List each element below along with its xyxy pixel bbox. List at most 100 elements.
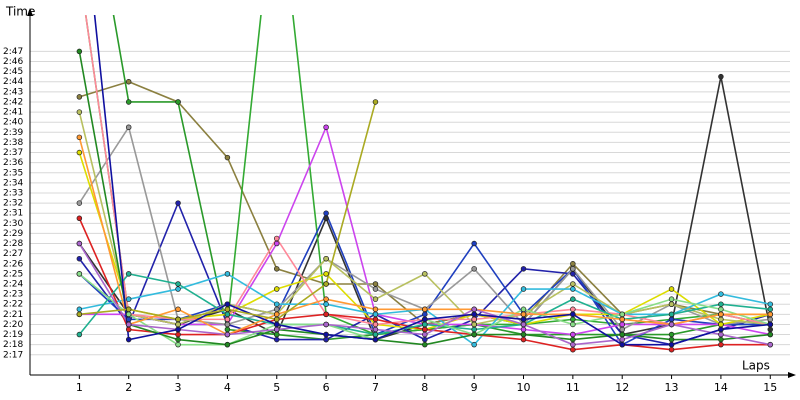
point <box>274 266 280 272</box>
x-tick-label: 3 <box>175 381 182 394</box>
point <box>323 321 329 328</box>
point <box>718 291 724 297</box>
point <box>520 266 527 272</box>
x-tick-label: 1 <box>76 381 83 394</box>
point <box>570 336 576 343</box>
point <box>471 306 477 313</box>
x-tick-label: 2 <box>125 381 132 394</box>
y-tick-label: 2:24 <box>3 279 23 289</box>
point <box>422 331 428 338</box>
y-tick-label: 2:17 <box>3 350 23 360</box>
y-tick-label: 2:25 <box>3 269 23 279</box>
y-tick-label: 2:38 <box>3 138 23 148</box>
point <box>125 296 132 302</box>
point <box>76 255 83 262</box>
x-tick-label: 7 <box>372 381 379 394</box>
point <box>372 326 379 333</box>
y-tick-label: 2:46 <box>3 57 23 67</box>
point <box>422 316 428 323</box>
y-tick-label: 2:34 <box>3 178 23 188</box>
point <box>767 306 774 313</box>
point <box>372 286 379 292</box>
y-tick-label: 2:37 <box>3 148 23 158</box>
point <box>422 321 428 328</box>
x-tick-label: 8 <box>421 381 428 394</box>
point <box>76 271 83 277</box>
point <box>570 281 576 287</box>
y-tick-label: 2:23 <box>3 290 23 300</box>
y-tick-label: 2:41 <box>3 108 23 118</box>
point <box>767 301 774 307</box>
point <box>422 311 428 318</box>
series-line <box>78 111 771 326</box>
point <box>372 316 379 323</box>
point <box>372 281 379 287</box>
point <box>175 331 181 338</box>
point <box>274 316 280 323</box>
y-tick-label: 2:45 <box>3 67 23 77</box>
point <box>274 235 280 242</box>
point <box>668 296 675 302</box>
point <box>570 341 576 348</box>
point <box>323 296 329 302</box>
point <box>668 286 675 292</box>
point <box>767 321 774 328</box>
point <box>570 306 576 313</box>
point <box>520 336 527 343</box>
point <box>718 73 724 80</box>
point <box>224 311 231 318</box>
x-tick-label: 4 <box>224 381 231 394</box>
series-line <box>79 124 771 336</box>
point <box>274 321 280 328</box>
point <box>668 346 675 353</box>
point <box>372 311 379 318</box>
point <box>668 301 675 307</box>
point <box>323 301 329 307</box>
point <box>125 316 132 323</box>
point <box>323 281 329 287</box>
point <box>520 286 527 292</box>
x-tick-label: 9 <box>471 381 478 394</box>
point <box>471 321 477 328</box>
point <box>619 316 625 323</box>
x-arrow <box>788 372 796 378</box>
point <box>76 311 83 318</box>
point <box>422 341 428 348</box>
point <box>76 306 83 313</box>
point <box>668 316 675 323</box>
x-tick-label: 13 <box>665 381 679 394</box>
point <box>718 336 724 343</box>
point <box>422 271 428 277</box>
x-tick-label: 6 <box>323 381 330 394</box>
point <box>570 316 576 323</box>
y-tick-label: 2:27 <box>3 249 23 259</box>
point <box>619 321 625 328</box>
point <box>175 341 181 348</box>
point <box>372 296 379 302</box>
point <box>718 306 724 313</box>
x-tick-label: 15 <box>763 381 777 394</box>
point <box>619 331 625 338</box>
point <box>125 311 132 318</box>
point <box>125 326 132 333</box>
point <box>619 311 625 318</box>
point <box>175 326 181 333</box>
point <box>175 99 181 105</box>
point <box>125 336 132 343</box>
point <box>471 316 477 323</box>
point <box>718 341 724 348</box>
y-tick-label: 2:39 <box>3 128 23 138</box>
point <box>224 326 231 333</box>
point <box>76 200 83 206</box>
series-line <box>78 125 771 331</box>
point <box>767 341 774 348</box>
point <box>520 316 527 323</box>
y-tick-label: 2:32 <box>3 199 23 209</box>
point <box>471 326 477 333</box>
y-tick-label: 2:43 <box>3 87 23 97</box>
y-tick-label: 2:35 <box>3 168 23 178</box>
y-tick-label: 2:21 <box>3 310 23 320</box>
y-tick-label: 2:20 <box>3 320 23 330</box>
point <box>372 99 379 105</box>
